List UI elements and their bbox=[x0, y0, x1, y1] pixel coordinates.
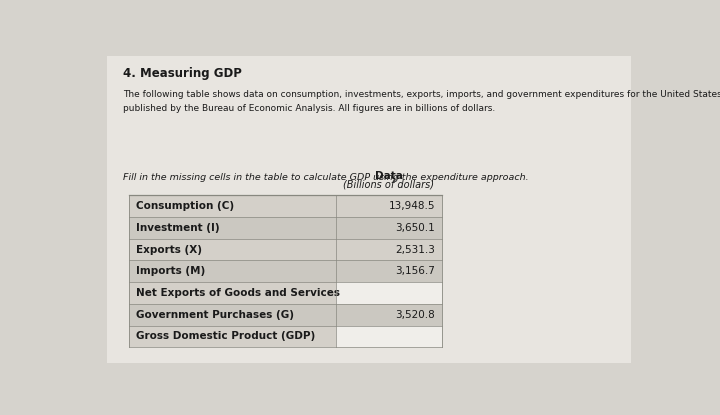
Text: 2,531.3: 2,531.3 bbox=[395, 244, 435, 254]
Bar bbox=[336, 260, 441, 282]
Text: 3,156.7: 3,156.7 bbox=[395, 266, 435, 276]
Text: Gross Domestic Product (GDP): Gross Domestic Product (GDP) bbox=[136, 332, 315, 342]
Bar bbox=[336, 326, 441, 347]
Bar bbox=[129, 260, 336, 282]
Bar bbox=[129, 282, 336, 304]
Text: Investment (I): Investment (I) bbox=[136, 223, 220, 233]
Text: Data: Data bbox=[374, 171, 402, 181]
Bar bbox=[336, 195, 441, 217]
Bar bbox=[129, 239, 336, 260]
Text: 13,948.5: 13,948.5 bbox=[388, 201, 435, 211]
Text: 3,650.1: 3,650.1 bbox=[395, 223, 435, 233]
Bar bbox=[336, 217, 441, 239]
Bar bbox=[129, 217, 336, 239]
Text: 4. Measuring GDP: 4. Measuring GDP bbox=[124, 67, 243, 81]
Text: 3,520.8: 3,520.8 bbox=[395, 310, 435, 320]
Bar bbox=[336, 282, 441, 304]
Text: Imports (M): Imports (M) bbox=[136, 266, 205, 276]
Text: The following table shows data on consumption, investments, exports, imports, an: The following table shows data on consum… bbox=[124, 90, 720, 112]
Text: Government Purchases (G): Government Purchases (G) bbox=[136, 310, 294, 320]
Text: Net Exports of Goods and Services: Net Exports of Goods and Services bbox=[136, 288, 340, 298]
Text: Fill in the missing cells in the table to calculate GDP using the expenditure ap: Fill in the missing cells in the table t… bbox=[124, 173, 529, 182]
Bar bbox=[129, 195, 336, 217]
Text: Consumption (C): Consumption (C) bbox=[136, 201, 234, 211]
Text: Exports (X): Exports (X) bbox=[136, 244, 202, 254]
Bar bbox=[129, 304, 336, 326]
Text: (Billions of dollars): (Billions of dollars) bbox=[343, 179, 434, 189]
Bar bbox=[336, 239, 441, 260]
Bar bbox=[336, 304, 441, 326]
Bar bbox=[129, 326, 336, 347]
